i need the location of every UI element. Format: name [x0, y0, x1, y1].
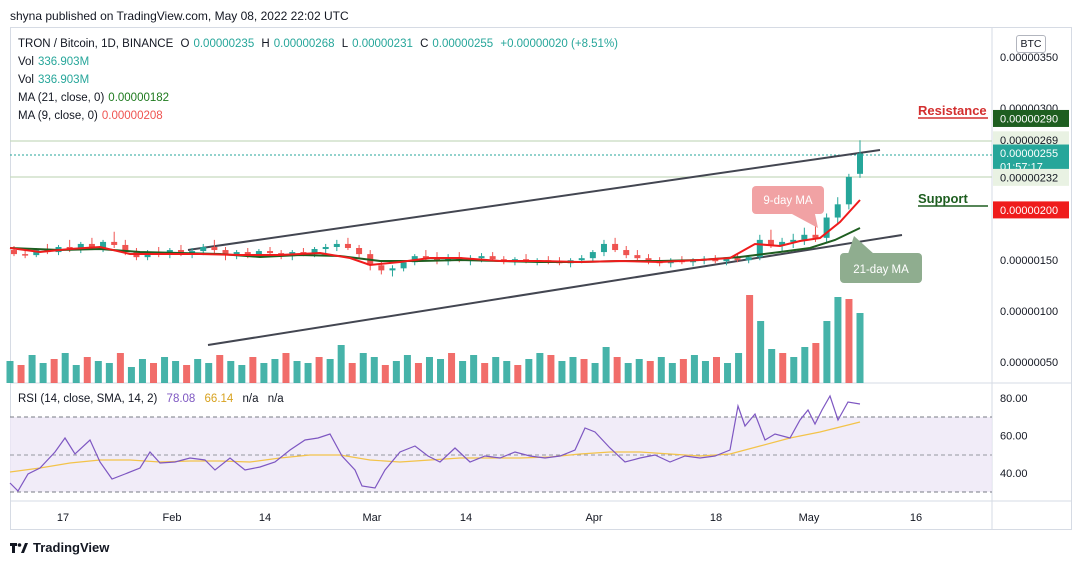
legend-ohlc: O 0.00000235 H 0.00000268 L 0.00000231 C 0.0…	[180, 38, 619, 50]
currency-button[interactable]: BTC	[1016, 35, 1046, 53]
legend-vol-row: Vol 336.903M	[18, 56, 90, 68]
legend-vol-row-2: Vol 336.903M	[18, 74, 90, 86]
footer-brand[interactable]: TradingView	[10, 540, 109, 555]
legend-ma9-row: MA (9, close, 0) 0.00000208	[18, 110, 163, 122]
legend-symbol[interactable]: TRON / Bitcoin, 1D, BINANCE	[18, 38, 174, 50]
chart-frame	[10, 27, 1072, 530]
legend-ma21-row: MA (21, close, 0) 0.00000182	[18, 92, 170, 104]
chart-legend: TRON / Bitcoin, 1D, BINANCE O 0.00000235 …	[18, 35, 626, 125]
published-by: shyna published on TradingView.com, May …	[10, 9, 349, 23]
legend-ohlc-row: TRON / Bitcoin, 1D, BINANCE O 0.00000235 …	[18, 35, 626, 53]
footer-brand-text: TradingView	[33, 540, 110, 555]
tradingview-logo-icon	[10, 542, 28, 554]
rsi-legend: RSI (14, close, SMA, 14, 2) 78.08 66.14 …	[18, 393, 284, 405]
